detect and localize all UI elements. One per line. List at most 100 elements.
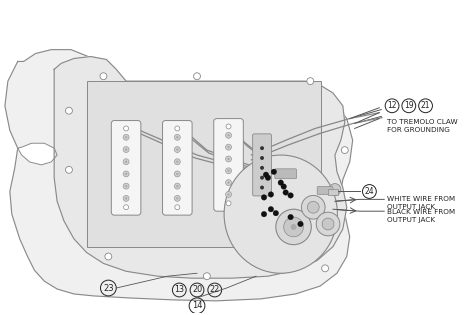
FancyBboxPatch shape [317, 186, 333, 194]
Circle shape [125, 136, 128, 139]
Circle shape [278, 180, 283, 186]
Circle shape [174, 146, 180, 152]
Circle shape [226, 180, 231, 186]
Circle shape [176, 173, 179, 175]
Polygon shape [18, 143, 57, 165]
Circle shape [329, 184, 341, 195]
Circle shape [226, 156, 231, 162]
Text: 21: 21 [421, 101, 430, 110]
Circle shape [174, 171, 180, 177]
Circle shape [268, 206, 273, 212]
Circle shape [125, 161, 128, 163]
Circle shape [124, 126, 128, 131]
Circle shape [260, 166, 264, 170]
Circle shape [100, 73, 107, 80]
Circle shape [228, 134, 230, 136]
Circle shape [65, 107, 73, 114]
Circle shape [226, 132, 231, 138]
Circle shape [228, 146, 230, 148]
Circle shape [105, 253, 112, 260]
Circle shape [176, 148, 179, 151]
Circle shape [261, 211, 267, 217]
Circle shape [260, 176, 264, 180]
Circle shape [125, 197, 128, 200]
Circle shape [124, 205, 128, 210]
Circle shape [175, 205, 180, 210]
Circle shape [268, 192, 273, 197]
Circle shape [298, 221, 303, 227]
FancyBboxPatch shape [163, 121, 192, 215]
Circle shape [260, 146, 264, 150]
FancyBboxPatch shape [253, 134, 272, 196]
Circle shape [316, 212, 340, 236]
Circle shape [193, 73, 201, 80]
Circle shape [65, 166, 73, 173]
Circle shape [174, 159, 180, 165]
Circle shape [301, 195, 325, 219]
Circle shape [273, 210, 279, 216]
Circle shape [176, 185, 179, 187]
Text: BLACK WIRE FROM
OUTPUT JACK: BLACK WIRE FROM OUTPUT JACK [387, 209, 455, 223]
Circle shape [341, 147, 348, 153]
Circle shape [176, 197, 179, 200]
Circle shape [175, 126, 180, 131]
Text: 24: 24 [365, 187, 374, 196]
Circle shape [174, 135, 180, 140]
Circle shape [281, 184, 286, 189]
Circle shape [123, 195, 129, 201]
FancyBboxPatch shape [87, 81, 321, 247]
Circle shape [174, 183, 180, 189]
Polygon shape [5, 50, 353, 301]
Circle shape [228, 158, 230, 160]
Circle shape [228, 169, 230, 172]
Circle shape [228, 181, 230, 184]
Circle shape [226, 144, 231, 150]
Circle shape [125, 185, 128, 187]
Circle shape [228, 193, 230, 196]
Text: 22: 22 [210, 285, 220, 295]
Circle shape [203, 273, 210, 280]
Circle shape [260, 186, 264, 190]
Circle shape [276, 209, 311, 245]
Circle shape [123, 171, 129, 177]
Circle shape [288, 214, 293, 220]
Circle shape [284, 217, 303, 237]
Text: 23: 23 [103, 284, 114, 293]
Circle shape [123, 135, 129, 140]
Circle shape [226, 168, 231, 174]
Circle shape [174, 195, 180, 201]
Text: 14: 14 [192, 301, 202, 310]
Text: 13: 13 [174, 285, 184, 295]
FancyBboxPatch shape [214, 118, 243, 211]
Circle shape [307, 78, 314, 85]
Circle shape [322, 218, 334, 230]
Circle shape [176, 161, 179, 163]
Text: WHITE WIRE FROM
OUTPUT JACK: WHITE WIRE FROM OUTPUT JACK [387, 197, 455, 210]
Circle shape [283, 190, 289, 195]
Circle shape [226, 201, 231, 206]
Circle shape [322, 265, 328, 272]
Circle shape [307, 201, 319, 213]
Text: 19: 19 [404, 101, 414, 110]
Text: 12: 12 [387, 101, 397, 110]
Circle shape [123, 146, 129, 152]
FancyBboxPatch shape [275, 169, 297, 179]
Polygon shape [54, 56, 347, 278]
Circle shape [123, 159, 129, 165]
Circle shape [226, 192, 231, 198]
Circle shape [125, 173, 128, 175]
Circle shape [263, 172, 269, 177]
Text: TO TREMOLO CLAW
FOR GROUNDING: TO TREMOLO CLAW FOR GROUNDING [387, 118, 458, 133]
Circle shape [226, 124, 231, 129]
Circle shape [288, 193, 293, 198]
Circle shape [291, 224, 297, 230]
FancyBboxPatch shape [328, 189, 338, 195]
Circle shape [265, 175, 271, 180]
Circle shape [271, 169, 277, 175]
Circle shape [123, 183, 129, 189]
Circle shape [125, 148, 128, 151]
Circle shape [261, 195, 267, 200]
Circle shape [260, 156, 264, 160]
FancyBboxPatch shape [111, 121, 141, 215]
Ellipse shape [224, 155, 337, 273]
